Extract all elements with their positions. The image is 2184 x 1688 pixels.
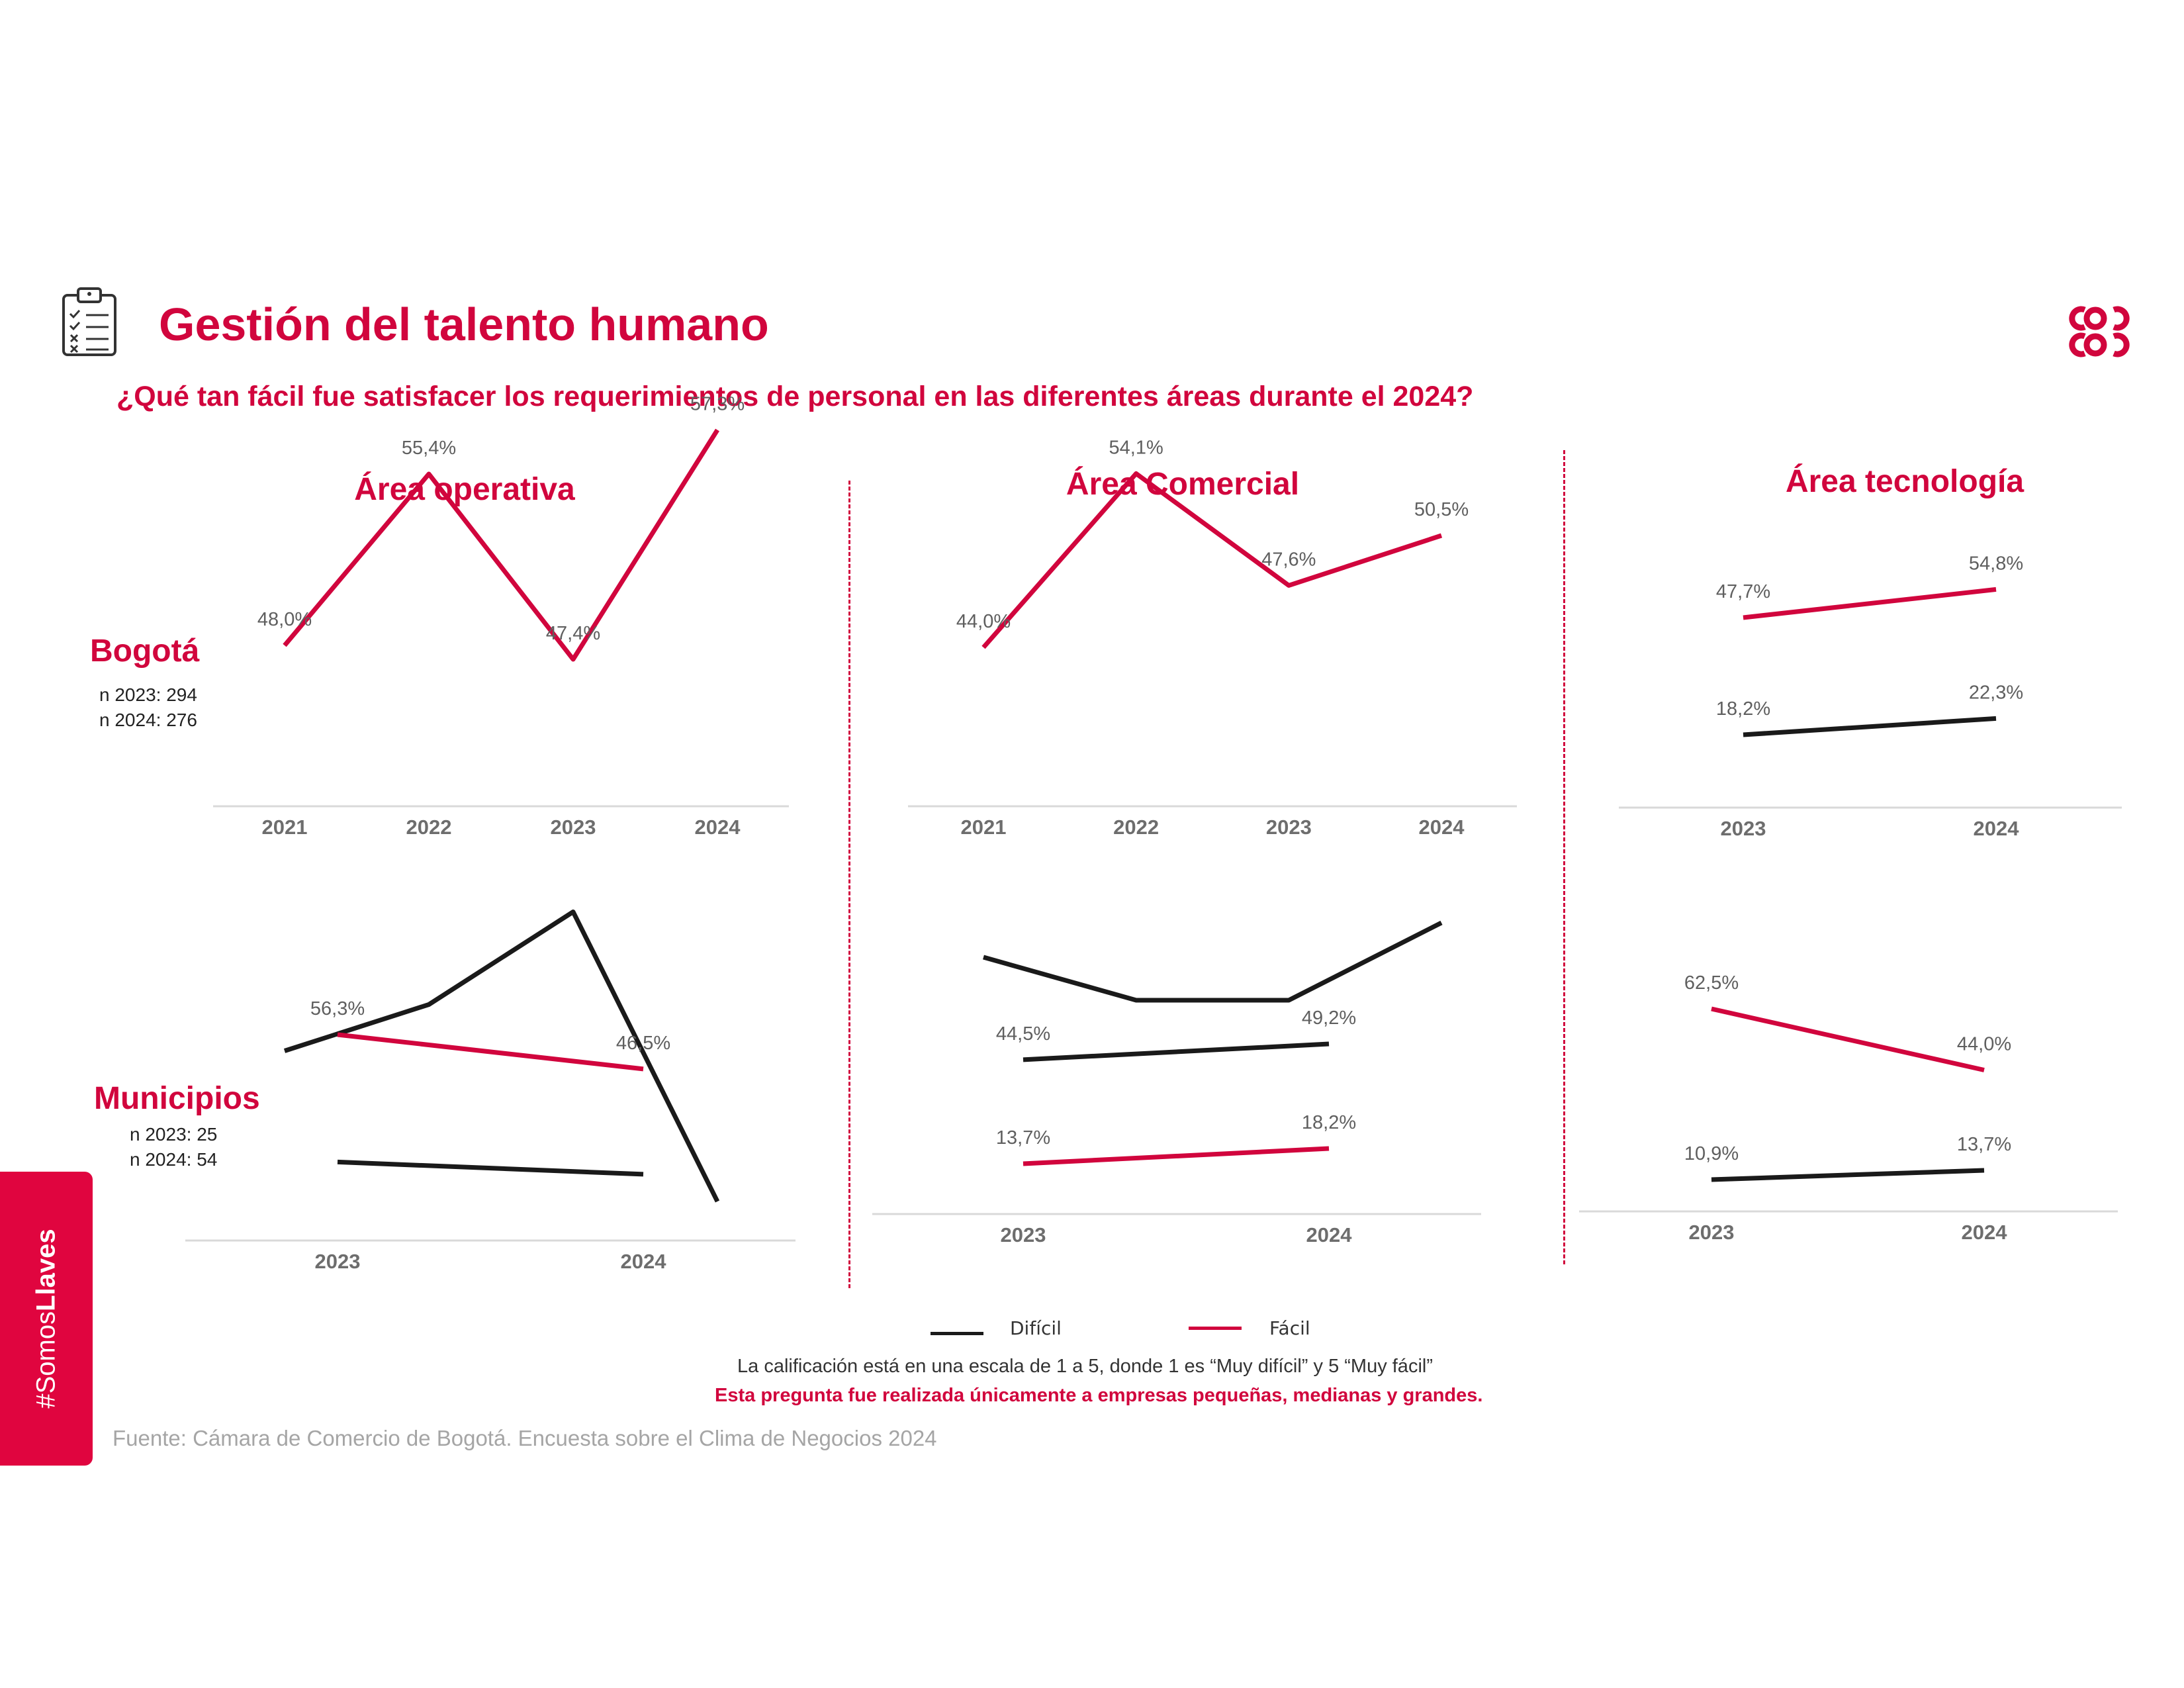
bogota-comercial-facil-line: [981, 471, 1443, 649]
municipios-tecnologia-facil-line: [1711, 1006, 1985, 1072]
clipboard-checklist-icon: [62, 287, 116, 356]
area-title-comercial: Área Comercial: [1066, 467, 1300, 502]
bogota-comercial-tick-2021: 2021: [961, 816, 1007, 839]
bogota-tecnologia-dificil-line: [1743, 716, 1997, 737]
bogota-operativa-facil-line: [283, 428, 719, 662]
municipios-operativa-tick-2024: 2024: [621, 1250, 667, 1273]
municipios-tecnologia-dificil-label-2023: 10,9%: [1684, 1143, 1739, 1164]
municipios-comercial-facil-line: [1023, 1146, 1330, 1166]
bogota-tecnologia-facil-label-2024: 54,8%: [1969, 553, 2023, 574]
bogota-operativa-facil-label-2024: 57,3%: [690, 394, 745, 415]
bogota-tecnologia-facil-line: [1743, 586, 1997, 620]
bogota-operativa-tick-2021: 2021: [262, 816, 308, 839]
legend-dificil-swatch: [931, 1332, 983, 1335]
bogota-operativa-tick-2023: 2023: [551, 816, 596, 839]
municipios-tecnologia-dificil-label-2024: 13,7%: [1957, 1134, 2011, 1155]
legend-facil-label: Fácil: [1269, 1317, 1310, 1339]
bogota-comercial-facil-label-2024: 50,5%: [1414, 499, 1469, 520]
municipios-tecnologia-facil-label-2023: 62,5%: [1684, 972, 1739, 994]
bogota-comercial-dificil-line: [983, 920, 1443, 1003]
bogota-comercial-tick-2023: 2023: [1266, 816, 1312, 839]
municipios-operativa-dificil-line: [337, 1159, 644, 1177]
bogota-tecnologia-facil-label-2023: 47,7%: [1716, 581, 1770, 602]
bogota-comercial-tick-2022: 2022: [1113, 816, 1159, 839]
source-note: Fuente: Cámara de Comercio de Bogotá. En…: [113, 1426, 937, 1450]
municipios-tecnologia-dificil-line: [1711, 1168, 1985, 1182]
note-scale: La calificación está en una escala de 1 …: [737, 1356, 1433, 1377]
page-title: Gestión del talento humano: [159, 299, 769, 350]
municipios-comercial-dificil-label-2023: 44,5%: [996, 1023, 1050, 1045]
bogota-operativa-tick-2024: 2024: [695, 816, 741, 839]
municipios-comercial-facil-label-2024: 18,2%: [1302, 1112, 1356, 1133]
bogota-comercial-facil-label-2021: 44,0%: [956, 611, 1011, 632]
page-question: ¿Qué tan fácil fue satisfacer los requer…: [116, 381, 1474, 412]
municipios-tecnologia-tick-2023: 2023: [1689, 1221, 1735, 1244]
divider-left: [848, 481, 850, 1288]
legend-facil-swatch: [1189, 1327, 1242, 1330]
municipios-comercial-tick-2024: 2024: [1306, 1223, 1353, 1246]
region-label-bogota: Bogotá: [90, 633, 200, 669]
municipios-tecnologia-facil-label-2024: 44,0%: [1957, 1034, 2011, 1055]
bogota-tecnologia-dificil-label-2024: 22,3%: [1969, 682, 2023, 703]
bogota-operativa-facil-label-2023: 47,4%: [546, 623, 600, 644]
side-hashtag-tab: #SomosLlaves: [0, 1172, 93, 1466]
bogota-operativa-dificil-line: [283, 910, 720, 1203]
municipios-operativa-facil-label-2023: 56,3%: [310, 998, 365, 1019]
side-hashtag-text: #SomosLlaves: [31, 1229, 61, 1409]
municipios-comercial-dificil-line: [1023, 1041, 1330, 1062]
municipios-operativa-tick-2023: 2023: [315, 1250, 361, 1273]
bogota-comercial-facil-label-2022: 54,1%: [1109, 437, 1163, 458]
n-2023-municipios: n 2023: 25: [130, 1124, 218, 1145]
municipios-comercial-tick-2023: 2023: [1001, 1223, 1046, 1246]
municipios-tecnologia-tick-2024: 2024: [1962, 1221, 2008, 1244]
municipios-comercial-facil-label-2023: 13,7%: [996, 1127, 1050, 1149]
divider-right: [1563, 450, 1565, 1264]
municipios-operativa-facil-line: [337, 1032, 644, 1072]
ccb-logo-icon: [2069, 306, 2130, 357]
bogota-comercial-tick-2024: 2024: [1419, 816, 1465, 839]
n-2024-bogota: n 2024: 276: [99, 710, 197, 730]
n-2024-municipios: n 2024: 54: [130, 1149, 218, 1170]
bogota-tecnologia-tick-2023: 2023: [1721, 817, 1766, 840]
bogota-operativa-facil-label-2021: 48,0%: [257, 609, 312, 630]
region-label-municipios: Municipios: [94, 1081, 260, 1116]
note-scope: Esta pregunta fue realizada únicamente a…: [715, 1385, 1483, 1406]
municipios-comercial-dificil-label-2024: 49,2%: [1302, 1008, 1356, 1029]
legend-dificil-label: Difícil: [1010, 1317, 1062, 1339]
area-title-operativa: Área operativa: [354, 472, 575, 507]
bogota-operativa-tick-2022: 2022: [406, 816, 452, 839]
bogota-tecnologia-tick-2024: 2024: [1974, 817, 2020, 840]
bogota-comercial-facil-label-2023: 47,6%: [1261, 549, 1316, 570]
bogota-operativa-facil-label-2022: 55,4%: [402, 438, 456, 459]
municipios-operativa-facil-label-2024: 46,5%: [616, 1033, 670, 1054]
bogota-tecnologia-dificil-label-2023: 18,2%: [1716, 698, 1770, 720]
n-2023-bogota: n 2023: 294: [99, 684, 197, 705]
area-title-tecnologia: Área tecnología: [1785, 464, 2025, 499]
